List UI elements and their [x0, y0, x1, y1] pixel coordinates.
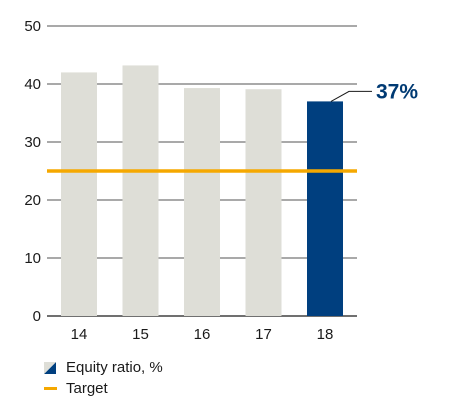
legend-label-equity-ratio: Equity ratio, %	[66, 359, 163, 376]
x-tick-label-15: 15	[132, 326, 149, 343]
legend-item-target: Target	[44, 378, 163, 399]
legend-item-equity-ratio: Equity ratio, %	[44, 357, 163, 378]
bar-18	[307, 101, 343, 317]
x-tick-label-16: 16	[194, 326, 211, 343]
x-tick-label-18: 18	[317, 326, 334, 343]
bar-14	[61, 72, 97, 317]
legend-swatch-equity-ratio	[44, 361, 56, 374]
bar-15	[122, 65, 159, 316]
callout-label: 37%	[376, 80, 418, 103]
x-tick-label-17: 17	[255, 326, 272, 343]
y-tick-label-50: 50	[24, 18, 41, 35]
y-tick-label-0: 0	[33, 308, 41, 325]
bar-17	[245, 89, 282, 316]
bar-16	[184, 88, 220, 316]
y-tick-label-10: 10	[24, 250, 41, 267]
x-tick-label-14: 14	[71, 326, 88, 343]
legend: Equity ratio, % Target	[44, 357, 163, 399]
callout-leader-line	[330, 90, 372, 102]
y-tick-label-20: 20	[24, 192, 41, 209]
legend-label-target: Target	[66, 380, 108, 397]
y-tick-label-30: 30	[24, 134, 41, 151]
equity-ratio-chart: 0 10 20 30 40 50 14 15 16 17 18 37%	[24, 18, 418, 343]
y-tick-label-40: 40	[24, 76, 41, 93]
legend-swatch-target	[44, 387, 57, 390]
